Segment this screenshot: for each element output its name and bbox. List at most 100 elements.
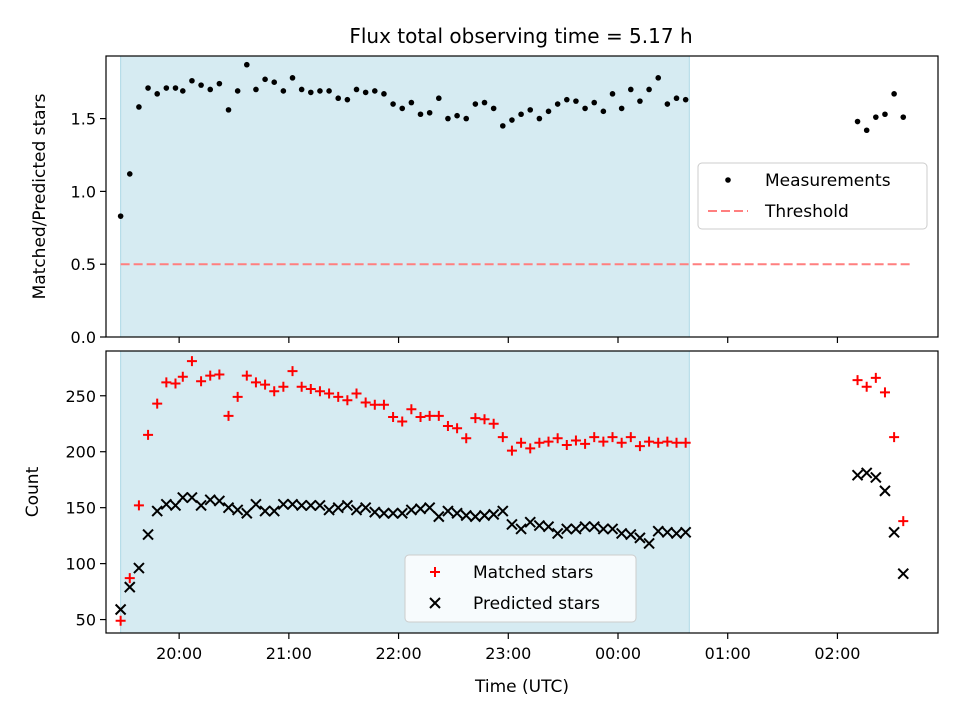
matched-point — [607, 432, 618, 443]
x-tick-label: 23:00 — [485, 644, 531, 663]
measurement-point — [117, 213, 124, 219]
matched-point — [598, 436, 609, 447]
measurement-point — [381, 91, 387, 97]
matched-point — [314, 386, 325, 397]
measurement-point — [289, 75, 296, 81]
matched-point — [115, 615, 126, 626]
legend-label: Predicted stars — [473, 594, 600, 614]
predicted-point — [533, 519, 546, 532]
predicted-point — [286, 498, 299, 511]
predicted-point — [268, 505, 280, 517]
matched-point — [214, 369, 225, 380]
measurement-point — [518, 111, 524, 118]
measurement-point — [582, 105, 588, 112]
predicted-point — [670, 527, 683, 540]
predicted-point — [414, 503, 427, 515]
measurement-point — [145, 85, 151, 91]
x-tick-label: 00:00 — [595, 644, 641, 663]
measurement-point — [600, 108, 607, 115]
predicted-point — [231, 504, 244, 516]
y-axis-label: Matched/Predicted stars — [30, 93, 50, 299]
predicted-point — [359, 501, 372, 514]
matched-point — [525, 443, 536, 454]
measurement-point — [353, 86, 360, 93]
measurement-point — [189, 77, 195, 84]
matched-point — [369, 399, 380, 410]
measurement-point — [628, 86, 634, 93]
matched-point — [625, 432, 636, 443]
matched-point — [205, 370, 216, 381]
matched-point — [653, 437, 664, 448]
count-panel: 50 100 150 200 250 20:00 21:00 22:00 23:00 00:00 0… — [23, 350, 939, 697]
measurement-point — [399, 105, 406, 112]
matched-point — [580, 438, 591, 449]
predicted-point — [378, 507, 390, 519]
y-tick-label: 1.0 — [71, 182, 96, 201]
measurement-point — [536, 115, 543, 122]
measurement-point — [863, 127, 870, 134]
matched-point — [186, 356, 197, 367]
measurement-point — [490, 105, 497, 112]
predicted-point — [897, 567, 909, 580]
measurement-point — [646, 86, 652, 93]
matched-point — [561, 440, 572, 450]
measurement-point — [317, 88, 323, 94]
measurement-point — [882, 111, 888, 118]
measurement-point — [554, 101, 561, 107]
predicted-point — [423, 501, 436, 514]
matched-point — [534, 437, 545, 448]
measurement-point — [609, 91, 616, 97]
y-tick-label: 0.5 — [71, 255, 96, 274]
matched-point — [461, 433, 472, 444]
matched-point — [570, 435, 581, 446]
x-tick-label: 22:00 — [376, 644, 422, 663]
predicted-point — [515, 523, 527, 535]
predicted-point — [561, 523, 573, 535]
matched-point — [680, 437, 691, 448]
predicted-point — [222, 501, 235, 514]
measurement-point — [436, 95, 442, 102]
predicted-point — [524, 516, 536, 528]
matched-point — [889, 432, 900, 443]
predicted-point — [579, 520, 591, 533]
predicted-point — [305, 499, 317, 512]
measurement-point — [591, 99, 598, 106]
predicted-point — [259, 505, 271, 517]
matched-point — [870, 372, 881, 383]
measurement-point — [234, 88, 241, 94]
predicted-point — [387, 507, 399, 519]
matched-point — [296, 381, 307, 392]
legend-marker — [725, 177, 731, 183]
matched-point — [452, 423, 463, 434]
measurement-point — [154, 91, 160, 97]
predicted-point — [469, 510, 482, 523]
measurement-point — [344, 96, 351, 103]
legend-marker — [430, 567, 440, 577]
matched-point — [278, 381, 289, 392]
measurement-point — [362, 89, 369, 96]
measurement-point — [673, 95, 680, 102]
x-axis-label: Time (UTC) — [474, 677, 569, 697]
matched-point — [543, 436, 554, 447]
predicted-point — [151, 505, 163, 517]
measurement-point — [253, 86, 259, 93]
measurement-point — [136, 104, 142, 110]
measurement-point — [481, 99, 488, 106]
predicted-point — [114, 603, 127, 616]
measurement-point — [216, 80, 223, 87]
x-tick-label: 01:00 — [705, 644, 751, 663]
y-tick-label: 150 — [65, 499, 96, 518]
matched-point — [152, 398, 163, 409]
measurement-point — [527, 107, 534, 113]
predicted-point — [661, 526, 674, 538]
predicted-point — [478, 509, 491, 522]
matched-point — [397, 416, 408, 427]
matched-point — [852, 375, 863, 386]
predicted-point — [295, 499, 308, 512]
predicted-point — [597, 523, 610, 535]
y-tick-label: 250 — [65, 387, 96, 406]
measurement-point — [262, 76, 268, 83]
matched-point — [333, 391, 344, 402]
predicted-point — [625, 528, 637, 541]
measurement-point — [873, 114, 879, 120]
